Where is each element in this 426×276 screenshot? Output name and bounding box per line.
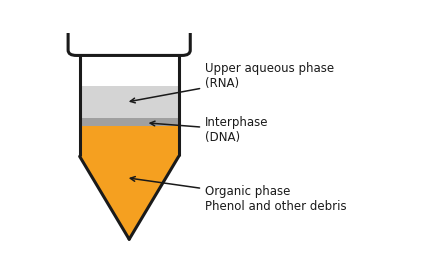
Text: Organic phase
Phenol and other debris: Organic phase Phenol and other debris: [130, 177, 347, 213]
Text: Interphase
(DNA): Interphase (DNA): [150, 116, 269, 144]
Text: Upper aqueous phase
(RNA): Upper aqueous phase (RNA): [130, 62, 334, 103]
Polygon shape: [80, 50, 179, 86]
Polygon shape: [80, 86, 179, 118]
FancyBboxPatch shape: [68, 28, 190, 55]
Polygon shape: [80, 118, 179, 126]
Polygon shape: [80, 126, 179, 239]
